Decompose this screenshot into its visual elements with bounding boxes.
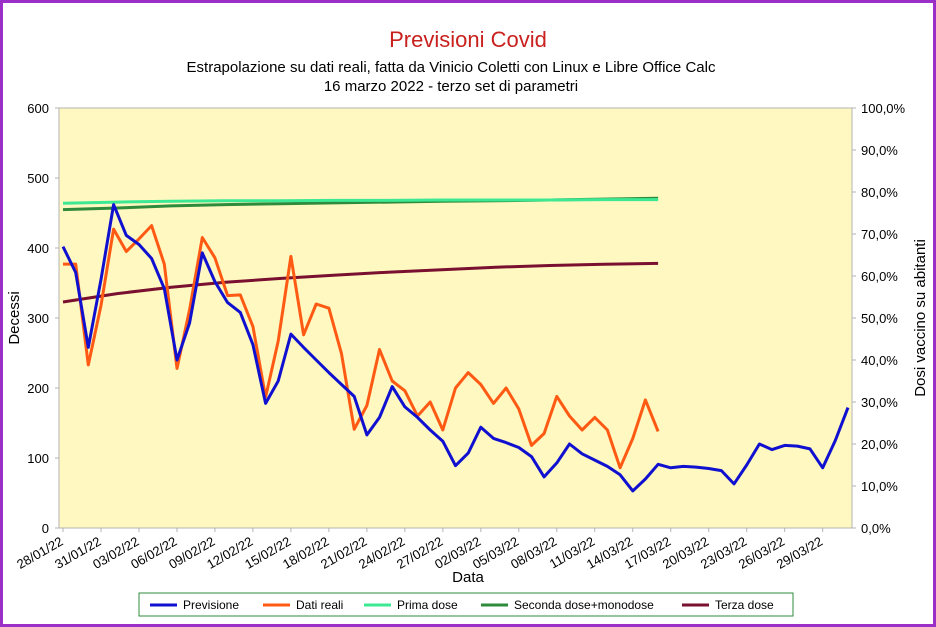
x-axis-label: Data [452, 569, 484, 586]
y-tick-label: 0 [42, 521, 49, 536]
chart-subtitle-line-2: 16 marzo 2022 - terzo set di parametri [324, 78, 578, 95]
series-lines [61, 196, 850, 493]
y2-axis-ticks: 0,0% 10,0% 20,0% 30,0% 40,0% 50,0% 60,0% 70,0% 8… [852, 101, 906, 536]
y2-tick-label: 50,0% [861, 311, 898, 326]
y2-tick-label: 40,0% [861, 353, 898, 368]
y2-tick-label: 70,0% [861, 227, 898, 242]
y-tick-label: 300 [27, 311, 49, 326]
y2-tick-label: 30,0% [861, 395, 898, 410]
legend-label: Terza dose [715, 598, 774, 612]
legend-label: Prima dose [397, 598, 458, 612]
y2-tick-label: 0,0% [861, 521, 891, 536]
y-tick-label: 500 [27, 171, 49, 186]
y2-tick-label: 90,0% [861, 143, 898, 158]
chart-title: Previsioni Covid [389, 27, 547, 52]
y2-tick-label: 100,0% [861, 101, 906, 116]
y-tick-label: 600 [27, 101, 49, 116]
y-axis-label: Decessi [6, 291, 23, 344]
y2-axis-label: Dosi vaccino su abitanti [912, 239, 929, 397]
series-line-terza-dose [62, 261, 659, 304]
y2-tick-label: 10,0% [861, 479, 898, 494]
series-line-prima-dose [62, 198, 659, 205]
chart-subtitle-line-1: Estrapolazione su dati reali, fatta da V… [187, 59, 716, 76]
y-tick-label: 100 [27, 451, 49, 466]
y-axis-ticks: 0 100 200 300 400 500 600 [27, 101, 59, 536]
y2-tick-label: 60,0% [861, 269, 898, 284]
y-tick-label: 200 [27, 381, 49, 396]
legend-label: Previsione [183, 598, 239, 612]
y2-tick-label: 80,0% [861, 185, 898, 200]
y-tick-label: 400 [27, 241, 49, 256]
legend-label: Dati reali [296, 598, 343, 612]
legend: Previsione Dati reali Prima dose Seconda do… [138, 592, 794, 617]
legend-box [138, 592, 794, 617]
y2-tick-label: 20,0% [861, 437, 898, 452]
legend-label: Seconda dose+monodose [514, 598, 654, 612]
x-axis-ticks: 28/01/2231/01/2203/02/2206/02/2209/02/22… [14, 528, 825, 572]
series-line-previsione [61, 203, 850, 493]
